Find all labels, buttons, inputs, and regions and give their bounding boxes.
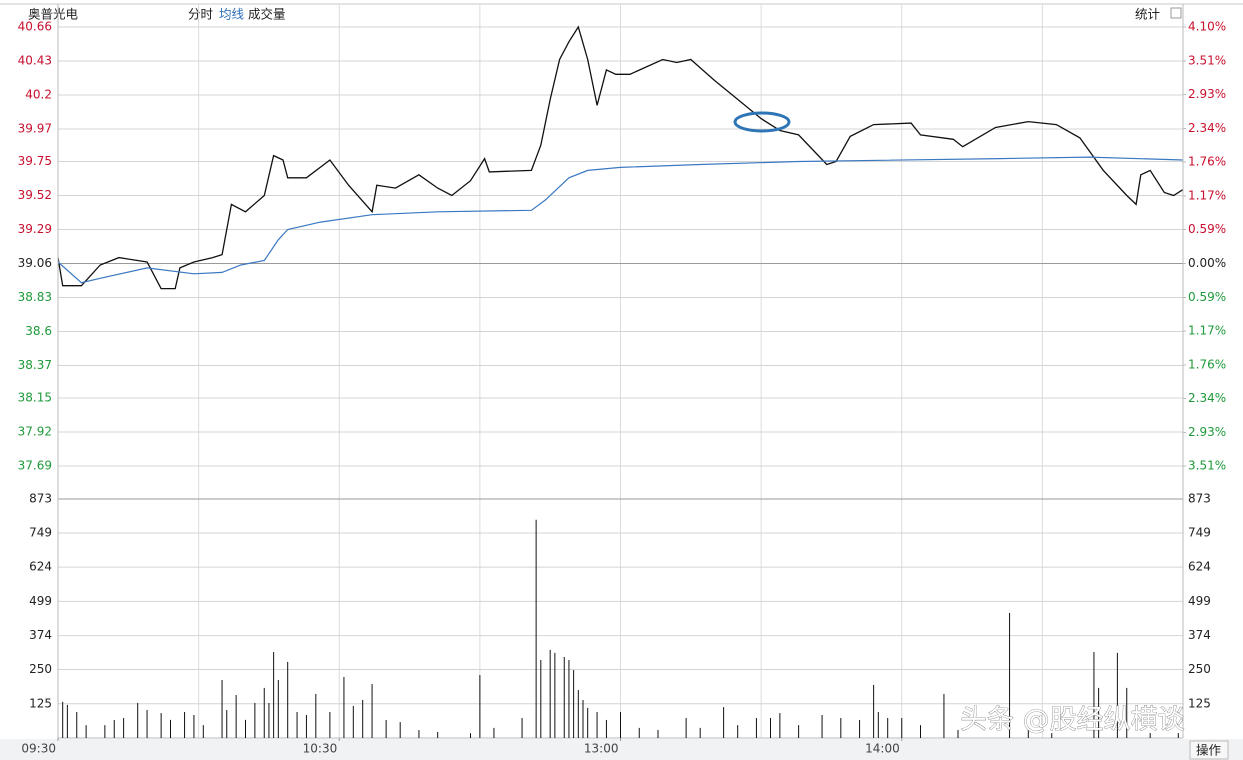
action-box[interactable] — [1189, 740, 1229, 760]
x-tick-label: 13:00 — [584, 742, 619, 756]
y2-tick-label: 2.93% — [1188, 425, 1226, 439]
y2-tick-label: 1.76% — [1188, 154, 1226, 168]
watermark: 头条 @股经纵横谈 — [960, 705, 1185, 736]
y2-tick-label: 125 — [1188, 696, 1211, 710]
y2-tick-label: 0.00% — [1188, 256, 1226, 270]
tab[interactable]: 均线 — [219, 7, 245, 22]
y2-tick-label: 873 — [1188, 492, 1211, 506]
y-tick-label: 749 — [29, 525, 52, 539]
y2-tick-label: 624 — [1188, 560, 1211, 574]
tab[interactable]: 成交量 — [248, 7, 286, 22]
time-axis-bar — [0, 739, 1243, 760]
y-tick-label: 39.52 — [18, 188, 52, 202]
stats-button[interactable]: 统计 — [1135, 7, 1160, 22]
y-tick-label: 38.6 — [25, 324, 52, 338]
y2-tick-label: 3.51% — [1188, 458, 1226, 472]
y-tick-label: 125 — [29, 696, 52, 710]
y-tick-label: 873 — [29, 492, 52, 506]
y2-tick-label: 2.93% — [1188, 87, 1226, 101]
y-tick-label: 374 — [29, 628, 52, 642]
y-tick-label: 39.75 — [18, 154, 52, 168]
y2-tick-label: 1.76% — [1188, 358, 1226, 372]
y2-tick-label: 0.59% — [1188, 222, 1226, 236]
y-tick-label: 40.2 — [25, 87, 52, 101]
price-line — [57, 156, 1184, 284]
y2-tick-label: 499 — [1188, 594, 1211, 608]
y-tick-label: 38.15 — [18, 391, 52, 405]
y2-tick-label: 0.59% — [1188, 290, 1226, 304]
y-tick-label: 39.06 — [18, 256, 52, 270]
y2-tick-label: 2.34% — [1188, 391, 1226, 405]
y2-tick-label: 250 — [1188, 662, 1211, 676]
y-tick-label: 250 — [29, 662, 52, 676]
y-tick-label: 39.29 — [18, 222, 52, 236]
y2-tick-label: 1.17% — [1188, 323, 1226, 337]
x-tick-label: 10:30 — [303, 742, 338, 756]
y2-tick-label: 3.51% — [1188, 54, 1226, 68]
plot-layer: 40.66 40.43 40.2 39.97 39.75 39.52 39.29 39.06 3… — [18, 4, 1226, 756]
y2-tick-label: 1.17% — [1188, 189, 1226, 203]
y2-tick-label: 4.10% — [1188, 20, 1226, 34]
y-tick-label: 624 — [29, 560, 52, 574]
y-tick-label: 37.92 — [18, 425, 52, 439]
y-tick-label: 40.66 — [18, 20, 52, 34]
y-tick-label: 38.37 — [18, 358, 52, 372]
y-tick-label: 37.69 — [18, 459, 52, 473]
x-tick-label: 14:00 — [865, 742, 900, 756]
stock-name: 奥普光电 — [28, 7, 79, 22]
y-tick-label: 40.43 — [18, 53, 52, 67]
y-tick-label: 499 — [29, 594, 52, 608]
action-button[interactable]: 操作 — [1196, 743, 1222, 758]
tab[interactable]: 分时 — [188, 7, 214, 22]
y2-tick-label: 2.34% — [1188, 121, 1226, 135]
y-tick-label: 39.97 — [18, 121, 52, 135]
price-line — [57, 25, 1184, 290]
panel-toggle[interactable] — [1170, 7, 1182, 19]
highlight-ellipse — [733, 111, 791, 133]
x-tick-label: 09:30 — [21, 742, 56, 756]
y2-tick-label: 374 — [1188, 628, 1211, 642]
y-tick-label: 38.83 — [18, 290, 52, 304]
y2-tick-label: 749 — [1188, 525, 1211, 539]
